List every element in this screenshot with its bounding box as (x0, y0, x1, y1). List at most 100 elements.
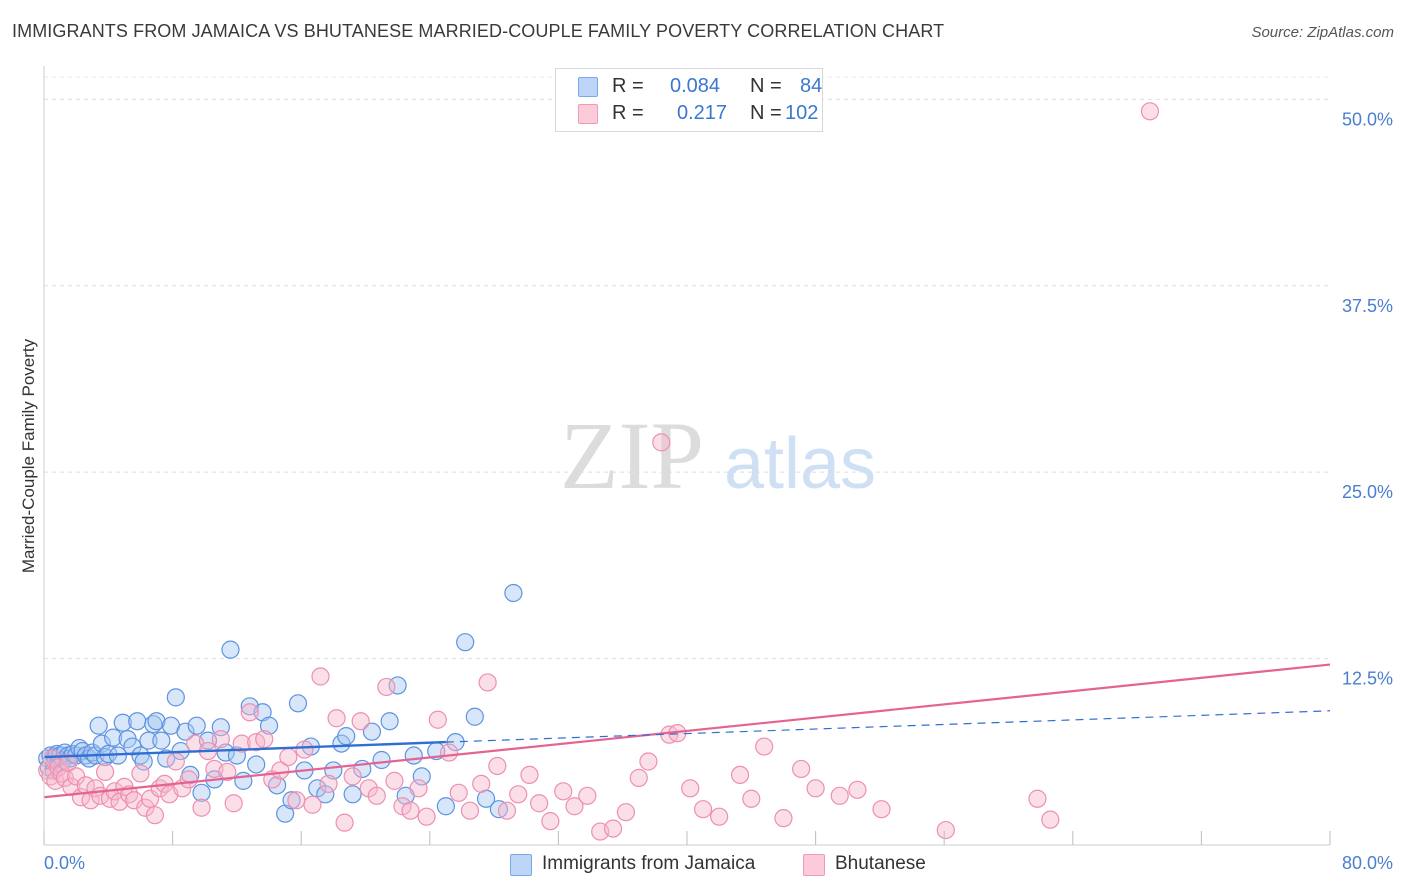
trend-line-bhutanese (43, 663, 1331, 799)
jamaica-point (288, 694, 308, 713)
trend-line-jamaica (43, 740, 446, 759)
jamaica-point (362, 722, 382, 741)
jamaica-point (89, 716, 108, 735)
bhutanese-point (1140, 102, 1160, 121)
jamaica-point (404, 746, 423, 765)
jamaica-point (147, 712, 166, 731)
jamaica-point (504, 583, 523, 603)
jamaica-point (176, 722, 195, 741)
bhutanese-point (603, 819, 623, 838)
legend-swatch-jamaica (578, 77, 598, 97)
bhutanese-point (335, 813, 354, 832)
bhutanese-point (439, 743, 459, 762)
legend-n-label: N = (750, 75, 782, 97)
bhutanese-point (279, 747, 298, 767)
bhutanese-point (145, 806, 165, 825)
jamaica-point (144, 715, 163, 734)
bhutanese-point (936, 820, 955, 840)
jamaica-point (187, 716, 206, 735)
bhutanese-point (806, 779, 825, 798)
legend-r-value: 0.217 (677, 102, 728, 124)
bhutanese-point (240, 703, 259, 722)
bhutanese-point (367, 786, 386, 805)
bhutanese-point (497, 801, 517, 820)
jamaica-point (113, 713, 132, 732)
jamaica-point (92, 734, 111, 753)
jamaica-point (412, 767, 431, 786)
bhutanese-point (166, 752, 185, 771)
legend-r-label: R = (612, 102, 644, 124)
legend-swatch-bhutanese (578, 104, 598, 124)
bhutanese-point (59, 753, 78, 773)
bhutanese-point (848, 780, 867, 799)
y-tick-label: 37.5% (1342, 296, 1393, 316)
bhutanese-point (730, 765, 750, 785)
bhutanese-point (565, 797, 584, 816)
bhutanese-point (409, 779, 428, 798)
bhutanese-point (530, 794, 549, 813)
bhutanese-point (830, 786, 849, 805)
axes (43, 66, 1331, 846)
bhutanese-point (131, 764, 150, 783)
bhutanese-point (652, 433, 671, 452)
bhutanese-point (311, 667, 330, 686)
jamaica-point (234, 771, 253, 790)
bhutanese-point (179, 770, 198, 789)
jamaica-point (216, 743, 235, 762)
bhutanese-point (271, 761, 290, 780)
bhutanese-point (742, 789, 761, 808)
bhutanese-point (211, 730, 230, 749)
jamaica-point (372, 750, 391, 770)
bhutanese-point (327, 709, 346, 728)
bhutanese-point (693, 800, 713, 819)
bhutanese-point (629, 768, 648, 787)
bhutanese-point (681, 779, 700, 798)
watermark-atlas: atlas (724, 424, 876, 504)
jamaica-point (316, 785, 335, 804)
gridlines (44, 76, 1330, 660)
bhutanese-point (385, 771, 404, 790)
bhutanese-point (488, 756, 507, 776)
bhutanese-point (319, 774, 338, 793)
legend-r-label: R = (612, 75, 644, 97)
bhutanese-point (1041, 810, 1060, 829)
y-axis-label: Married-Couple Family Poverty (19, 338, 38, 573)
stats-legend: R = 0.084 N = 84 R = 0.217 N = 102 (555, 68, 823, 132)
y-tick-labels: 12.5% 25.0% 37.5% 50.0% (1342, 109, 1393, 688)
jamaica-point (259, 716, 279, 735)
bottom-legend-swatch-bhutanese (803, 854, 825, 876)
bhutanese-point (472, 774, 491, 793)
bhutanese-point (295, 740, 314, 759)
bhutanese-point (351, 712, 370, 731)
jamaica-point (456, 633, 475, 652)
jamaica-point (166, 688, 185, 707)
legend-n-value: 102 (785, 102, 819, 124)
bhutanese-point (774, 809, 793, 828)
bottom-legend-label-jamaica: Immigrants from Jamaica (542, 853, 756, 874)
bhutanese-point (255, 730, 274, 749)
jamaica-point (282, 791, 301, 810)
x-tick-label: 80.0% (1342, 853, 1393, 873)
y-tick-label: 12.5% (1342, 669, 1393, 689)
bhutanese-point (616, 803, 636, 822)
jamaica-point (104, 728, 123, 747)
trend-lines (43, 663, 1331, 799)
jamaica-point (380, 712, 399, 731)
bhutanese-point (509, 785, 528, 804)
y-tick-label: 50.0% (1342, 109, 1393, 129)
bhutanese-point (1028, 789, 1047, 808)
jamaica-point (221, 640, 240, 659)
bhutanese-point (303, 795, 322, 814)
x-tick-labels: 0.0% 80.0% (44, 853, 1393, 873)
jamaica-point (128, 712, 147, 731)
bhutanese-point (639, 752, 658, 771)
jamaica-point (436, 797, 455, 816)
bhutanese-point (417, 807, 436, 826)
bhutanese-point (755, 737, 774, 756)
jamaica-point (337, 727, 356, 746)
jamaica-point (192, 783, 211, 802)
bhutanese-point (224, 794, 243, 813)
jamaica-point (139, 731, 158, 750)
bhutanese-point (136, 798, 155, 817)
jamaica-point (227, 746, 246, 765)
